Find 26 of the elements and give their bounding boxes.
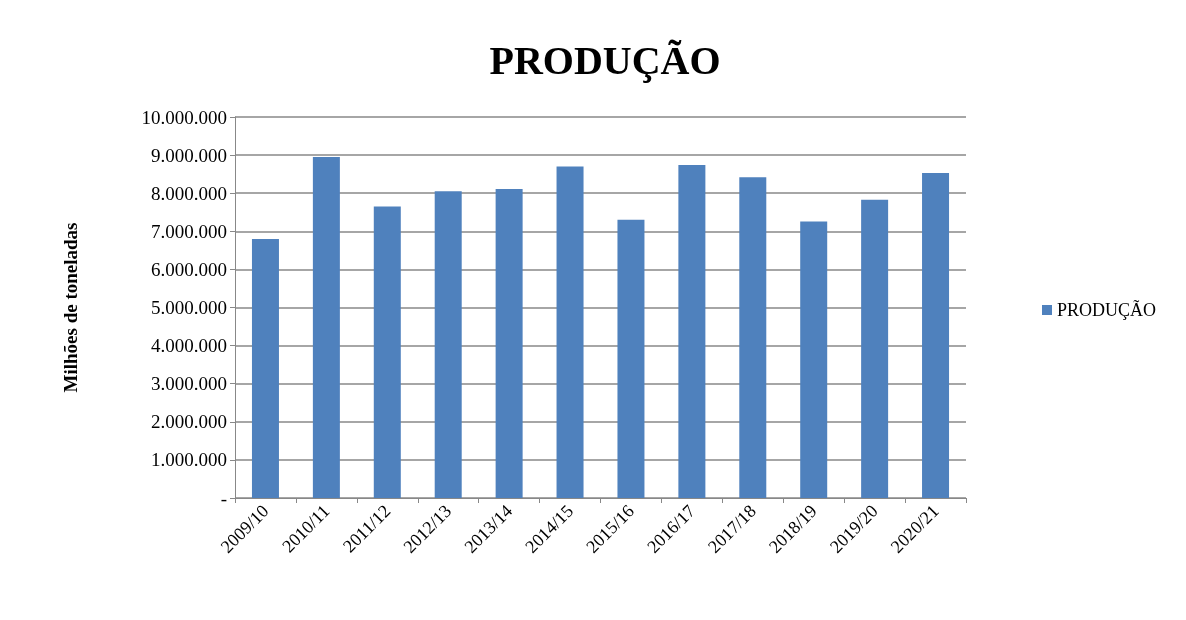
y-tick-label: 8.000.000 xyxy=(151,182,227,204)
legend-label: PRODUÇÃO xyxy=(1056,299,1157,320)
bar xyxy=(800,221,828,498)
y-tick-label: 2.000.000 xyxy=(151,411,227,433)
y-axis-title: Milhões de toneladas xyxy=(60,222,81,393)
y-tick-label: 1.000.000 xyxy=(151,449,227,471)
y-tick-label: 9.000.000 xyxy=(151,144,227,166)
bar xyxy=(678,165,706,498)
bar xyxy=(373,206,401,498)
y-tick-label: 5.000.000 xyxy=(151,297,227,318)
bar xyxy=(312,157,340,498)
y-tick-label: 7.000.000 xyxy=(151,220,227,242)
bar xyxy=(861,199,889,498)
y-tick-label: 10.000.000 xyxy=(141,106,227,128)
bar xyxy=(922,173,950,498)
y-tick-label: 4.000.000 xyxy=(151,335,227,357)
bar xyxy=(495,189,523,498)
bar xyxy=(556,166,584,498)
bar xyxy=(251,238,279,498)
y-tick-label: 3.000.000 xyxy=(151,373,227,395)
bar xyxy=(617,219,645,498)
bar xyxy=(434,191,462,498)
bar xyxy=(739,177,767,498)
y-tick-label: 6.000.000 xyxy=(151,258,227,280)
y-tick-label: - xyxy=(220,487,227,509)
chart-title: PRODUÇÃO xyxy=(489,37,721,83)
